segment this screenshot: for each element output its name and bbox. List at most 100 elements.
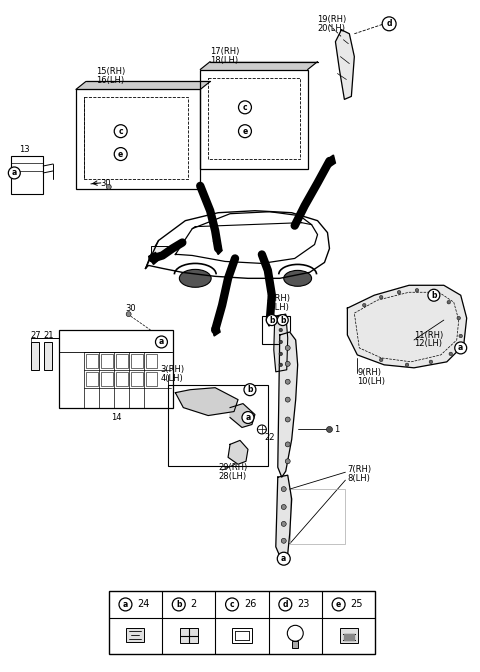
Bar (131, 372, 143, 386)
Circle shape (428, 289, 440, 301)
Text: b: b (269, 316, 275, 325)
Text: e: e (242, 127, 248, 136)
Polygon shape (148, 253, 160, 264)
Ellipse shape (284, 270, 312, 286)
Ellipse shape (180, 269, 211, 288)
Polygon shape (348, 286, 467, 368)
Circle shape (119, 598, 132, 611)
Text: 29(RH): 29(RH) (218, 463, 247, 472)
Text: 30: 30 (100, 179, 111, 188)
Text: 28(LH): 28(LH) (218, 472, 246, 480)
Circle shape (332, 598, 345, 611)
Text: b: b (280, 316, 286, 325)
Bar (31, 342, 39, 370)
Circle shape (279, 340, 283, 344)
Text: 21: 21 (44, 331, 54, 339)
Text: 9(RH): 9(RH) (357, 368, 381, 377)
Text: b: b (176, 600, 181, 609)
Circle shape (281, 521, 286, 526)
Text: d: d (386, 19, 392, 28)
Circle shape (415, 288, 419, 292)
Circle shape (285, 442, 290, 447)
Text: a: a (281, 554, 287, 563)
Circle shape (281, 487, 286, 492)
Text: 15(RH): 15(RH) (96, 67, 125, 76)
Text: a: a (245, 413, 251, 422)
Polygon shape (228, 440, 248, 464)
Text: 24: 24 (137, 599, 150, 610)
Circle shape (447, 300, 451, 304)
Circle shape (279, 328, 283, 332)
Circle shape (244, 384, 256, 396)
Text: 5(RH): 5(RH) (267, 294, 291, 302)
Circle shape (239, 125, 252, 138)
Bar (59, 330, 173, 408)
Text: e: e (336, 600, 341, 609)
Bar (126, 628, 144, 642)
Text: 25: 25 (350, 599, 363, 610)
Bar (101, 354, 113, 368)
Text: 27: 27 (31, 331, 41, 339)
Bar (262, 316, 290, 344)
Bar (290, 489, 346, 544)
Polygon shape (274, 314, 288, 372)
Circle shape (277, 314, 288, 325)
Circle shape (432, 290, 436, 294)
Bar (151, 245, 168, 255)
Bar (101, 372, 113, 386)
Polygon shape (175, 388, 238, 415)
Bar (116, 372, 128, 386)
Text: 30: 30 (125, 304, 136, 312)
Bar (44, 342, 52, 370)
Polygon shape (212, 324, 220, 336)
Text: 12(LH): 12(LH) (414, 339, 442, 349)
Circle shape (449, 352, 453, 355)
Polygon shape (276, 475, 292, 560)
Text: e: e (118, 150, 123, 159)
Circle shape (281, 538, 286, 543)
Bar (86, 372, 98, 386)
Polygon shape (336, 30, 354, 99)
Circle shape (455, 342, 467, 354)
Bar (180, 628, 198, 643)
Text: d: d (283, 600, 288, 609)
Circle shape (226, 598, 239, 611)
Circle shape (379, 358, 383, 362)
Text: 23: 23 (297, 599, 310, 610)
Text: 19(RH): 19(RH) (318, 15, 347, 24)
Text: 1: 1 (335, 425, 340, 434)
Bar (168, 384, 268, 466)
Text: 26: 26 (244, 599, 256, 610)
Text: 16(LH): 16(LH) (96, 76, 124, 85)
Bar (84, 97, 188, 179)
Text: 2: 2 (191, 599, 197, 610)
Circle shape (106, 184, 111, 190)
Text: 6(LH): 6(LH) (267, 302, 290, 312)
Circle shape (114, 148, 127, 161)
Circle shape (285, 379, 290, 384)
Bar (340, 628, 358, 643)
Text: 14: 14 (111, 413, 121, 422)
Circle shape (8, 167, 20, 179)
Bar (116, 354, 128, 368)
Circle shape (239, 101, 252, 114)
Bar (131, 354, 143, 368)
Polygon shape (327, 155, 336, 167)
Bar (109, 591, 375, 654)
Circle shape (279, 363, 283, 367)
Polygon shape (267, 314, 275, 326)
Circle shape (126, 312, 131, 317)
Circle shape (459, 334, 463, 338)
Circle shape (285, 362, 290, 366)
Text: a: a (159, 337, 164, 347)
Text: 22: 22 (264, 433, 275, 442)
Text: 7(RH): 7(RH) (348, 465, 372, 474)
Text: b: b (247, 385, 252, 394)
Circle shape (457, 317, 460, 320)
Circle shape (326, 427, 333, 433)
Circle shape (114, 125, 127, 138)
Text: c: c (230, 600, 234, 609)
Text: 13: 13 (19, 144, 30, 154)
Text: 17(RH): 17(RH) (210, 47, 240, 56)
Circle shape (279, 352, 283, 355)
